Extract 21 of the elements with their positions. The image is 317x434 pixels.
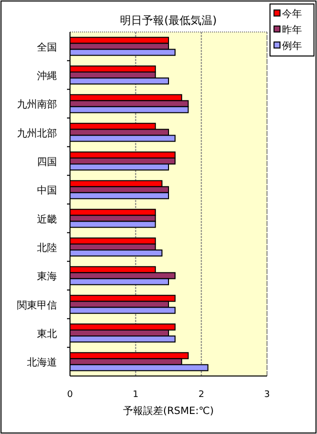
x-tick-label: 1: [132, 390, 139, 400]
legend-label: 例年: [282, 40, 302, 52]
legend-label: 昨年: [282, 24, 302, 36]
y-tick-label: 近畿: [37, 213, 57, 226]
x-tick-label: 0: [67, 390, 74, 400]
y-tick-label: 沖縄: [37, 70, 57, 82]
y-tick-label: 四国: [37, 157, 57, 168]
y-tick-label: 九州南部: [17, 98, 57, 111]
legend-label: 今年: [282, 8, 302, 20]
y-tick-label: 北海道: [27, 356, 57, 369]
y-tick-label: 九州北部: [17, 127, 57, 140]
y-tick-label: 中国: [37, 184, 57, 197]
y-tick-label: 東海: [37, 270, 57, 283]
y-tick-label: 東北: [37, 328, 57, 340]
y-tick-label: 関東甲信: [17, 299, 57, 312]
chart-title: 明日予報(最低気温): [120, 14, 217, 27]
x-tick-label: 3: [264, 390, 270, 400]
x-tick-label: 2: [198, 390, 204, 400]
y-tick-label: 北陸: [37, 242, 57, 254]
x-axis-title: 予報誤差(RSME:℃): [123, 405, 214, 417]
y-tick-label: 全国: [37, 41, 57, 54]
